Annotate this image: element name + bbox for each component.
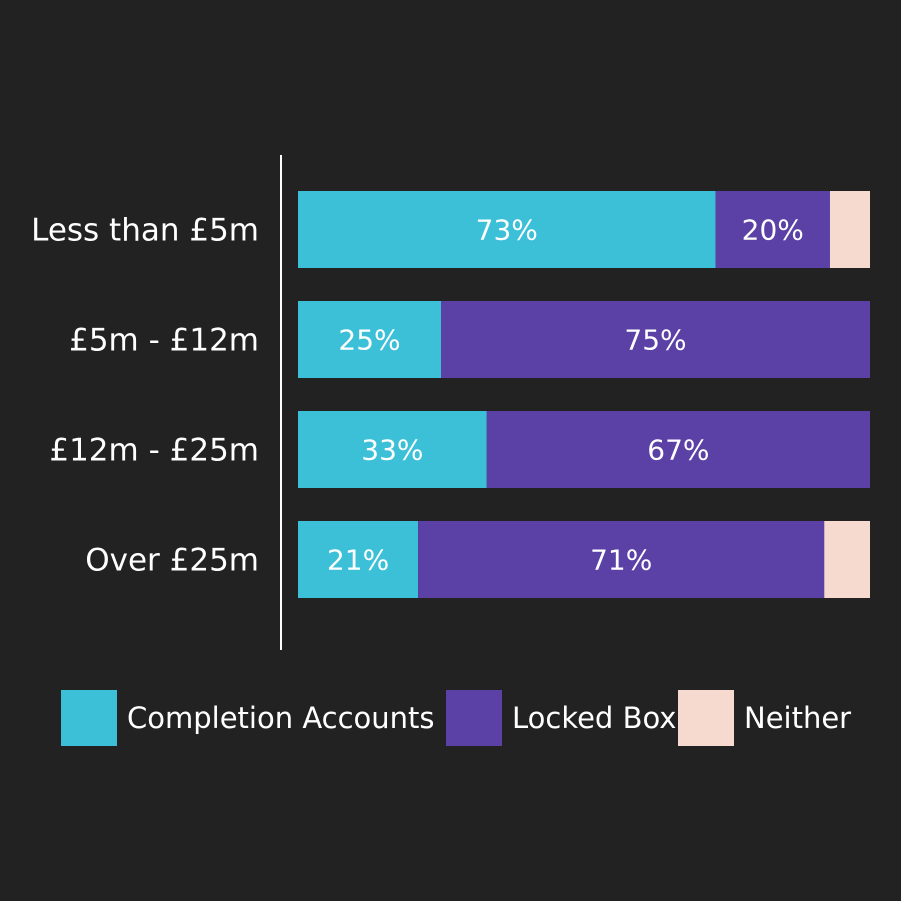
bar-label-completion-accounts-over-25m: 21%: [327, 544, 389, 577]
bar-label-locked-box-over-25m: 71%: [590, 544, 652, 577]
legend-label-neither: Neither: [744, 701, 851, 735]
bar-neither-less-than-5m: [829, 191, 870, 268]
bar-locked-box-12m-25m: [486, 411, 870, 488]
legend-label-locked-box: Locked Box: [512, 701, 676, 735]
bar-label-locked-box-less-than-5m: 20%: [742, 214, 804, 247]
category-label-over-25m: Over £25m: [85, 543, 259, 579]
bar-locked-box-5m-12m: [441, 301, 870, 378]
bar-completion-accounts-over-25m: [298, 521, 419, 598]
bar-label-completion-accounts-5m-12m: 25%: [338, 324, 400, 357]
category-label-less-than-5m: Less than £5m: [31, 213, 259, 249]
bar-completion-accounts-less-than-5m: [298, 191, 716, 268]
bar-label-completion-accounts-12m-25m: 33%: [361, 434, 423, 467]
bar-completion-accounts-12m-25m: [298, 411, 487, 488]
bar-label-locked-box-12m-25m: 67%: [647, 434, 709, 467]
legend-swatch-locked-box: [446, 690, 502, 746]
category-label-5m-12m: £5m - £12m: [69, 323, 259, 359]
bar-label-completion-accounts-less-than-5m: 73%: [476, 214, 538, 247]
category-label-12m-25m: £12m - £25m: [49, 433, 259, 469]
bar-locked-box-over-25m: [418, 521, 825, 598]
legend-swatch-completion-accounts: [61, 690, 117, 746]
legend: Completion Accounts Locked Box Neither: [61, 690, 851, 746]
legend-label-completion-accounts: Completion Accounts: [127, 701, 435, 735]
bar-neither-over-25m: [824, 521, 870, 598]
bars: Less than £5m 73% 20% £5m - £12m 25% 75% £12m …: [31, 191, 870, 598]
legend-swatch-neither: [678, 690, 734, 746]
bar-label-locked-box-5m-12m: 75%: [624, 324, 686, 357]
bar-locked-box-less-than-5m: [715, 191, 830, 268]
bar-completion-accounts-5m-12m: [298, 301, 441, 378]
